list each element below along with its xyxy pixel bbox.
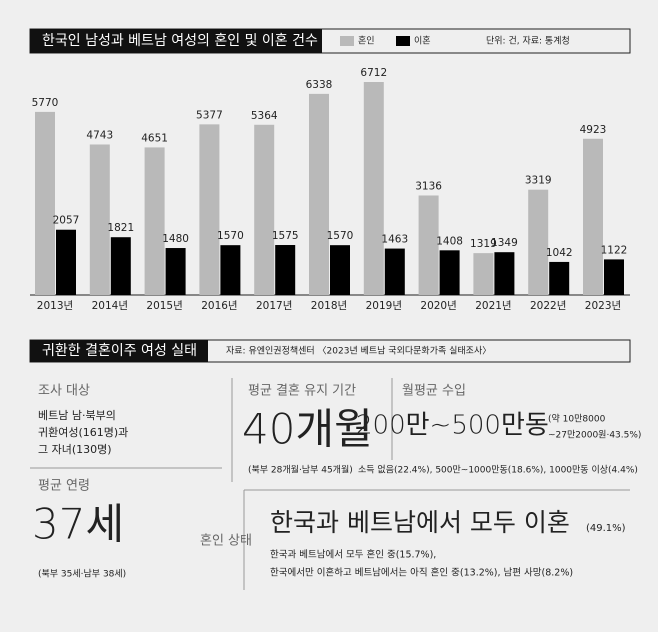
- panel-label: 평균 연령: [38, 479, 90, 494]
- bar: [309, 93, 329, 295]
- legend-swatch: [396, 36, 410, 46]
- bar: [275, 245, 296, 295]
- value-label: 4923: [580, 124, 607, 136]
- bar: [528, 189, 549, 295]
- bar: [220, 245, 241, 295]
- value-label: 6338: [306, 79, 333, 91]
- chart-title: 한국인 남성과 베트남 여성의 혼인 및 이혼 건수: [42, 33, 318, 49]
- bar: [583, 138, 603, 295]
- value-label: 1349: [491, 237, 518, 249]
- panel-detail: (북부 35세·남부 38세): [38, 569, 126, 580]
- panel-value: 40개월: [242, 405, 373, 454]
- x-tick-label: 2014년: [92, 300, 128, 312]
- panel-label: 월평균 수입: [402, 384, 466, 399]
- bar: [384, 248, 405, 295]
- value-label: 1575: [272, 230, 299, 242]
- bar: [199, 124, 220, 295]
- chart-note: 단위: 건, 자료: 통계청: [486, 35, 570, 47]
- panel-label: 평균 결혼 유지 기간: [248, 384, 356, 399]
- survey-title: 귀환한 결혼이주 여성 실태: [42, 343, 197, 359]
- x-tick-label: 2021년: [475, 300, 511, 312]
- panel-label: 혼인 상태: [200, 534, 252, 549]
- panel-detail: (49.1%): [586, 523, 626, 534]
- panel-detail: ~27만2000원·43.5%): [548, 430, 641, 441]
- value-label: 1408: [436, 235, 463, 247]
- value-label: 3136: [415, 180, 442, 192]
- value-label: 1821: [107, 222, 134, 234]
- x-tick-label: 2018년: [311, 300, 347, 312]
- panel-value: 한국과 베트남에서 모두 이혼: [270, 508, 570, 537]
- panel-value: 200만~500만동: [356, 411, 549, 441]
- panel-detail: 한국에서만 이혼하고 베트남에서는 아직 혼인 중(13.2%), 남편 사망(…: [270, 567, 573, 579]
- legend-swatch: [340, 36, 354, 46]
- legend-label: 이혼: [414, 35, 431, 47]
- x-tick-label: 2015년: [146, 300, 182, 312]
- bar: [89, 144, 110, 295]
- survey-source: 자료: 유엔인권정책센터 〈2023년 베트남 국외다문화가족 실태조사〉: [226, 345, 491, 357]
- x-tick-label: 2020년: [420, 300, 456, 312]
- bar: [110, 237, 131, 295]
- value-label: 1463: [381, 234, 408, 246]
- bar: [363, 82, 384, 295]
- x-tick-label: 2023년: [585, 300, 621, 312]
- value-label: 2057: [53, 215, 80, 227]
- value-label: 5377: [196, 109, 223, 121]
- panel-detail: 한국과 베트남에서 모두 혼인 중(15.7%),: [270, 549, 436, 561]
- bar: [330, 245, 350, 295]
- value-label: 1570: [327, 230, 354, 242]
- panel-text: 귀환여성(161명)과: [38, 426, 128, 439]
- bar: [418, 195, 439, 295]
- x-tick-label: 2016년: [201, 300, 237, 312]
- bar: [604, 259, 624, 295]
- value-label: 1122: [601, 244, 628, 256]
- bar: [165, 248, 186, 295]
- value-label: 1570: [217, 230, 244, 242]
- value-label: 6712: [360, 67, 387, 79]
- value-label: 4651: [141, 132, 168, 144]
- value-label: 1319: [470, 238, 497, 250]
- bar: [254, 124, 275, 295]
- panel-label: 조사 대상: [38, 384, 90, 399]
- panel-detail: (북부 28개월·남부 45개월): [248, 464, 353, 476]
- legend: 혼인 이혼: [340, 35, 431, 47]
- value-label: 1480: [162, 233, 189, 245]
- bar: [56, 229, 76, 295]
- value-label: 3319: [525, 175, 552, 187]
- legend-label: 혼인: [358, 35, 375, 47]
- title-box: [30, 29, 322, 53]
- bar: [549, 261, 570, 295]
- x-tick-label: 2022년: [530, 300, 566, 312]
- bar: [144, 147, 165, 295]
- panel-text: 베트남 남·북부의: [38, 409, 116, 422]
- x-tick-label: 2017년: [256, 300, 292, 312]
- bar: [473, 253, 494, 295]
- value-label: 5770: [32, 97, 59, 109]
- x-tick-label: 2019년: [366, 300, 402, 312]
- bar: [494, 252, 515, 295]
- panel-text: 그 자녀(130명): [38, 443, 112, 456]
- bar: [439, 250, 460, 295]
- panel-detail: 소득 없음(22.4%), 500만~1000만동(18.6%), 1000만동…: [358, 465, 638, 476]
- panel-detail: (약 10만8000: [548, 413, 606, 425]
- panel-value: 37세: [32, 500, 124, 549]
- value-label: 1042: [546, 247, 573, 259]
- value-label: 5364: [251, 110, 278, 122]
- value-label: 4743: [86, 129, 113, 141]
- bar: [35, 111, 55, 296]
- x-tick-label: 2013년: [37, 300, 73, 312]
- survey-title-box: [30, 340, 208, 362]
